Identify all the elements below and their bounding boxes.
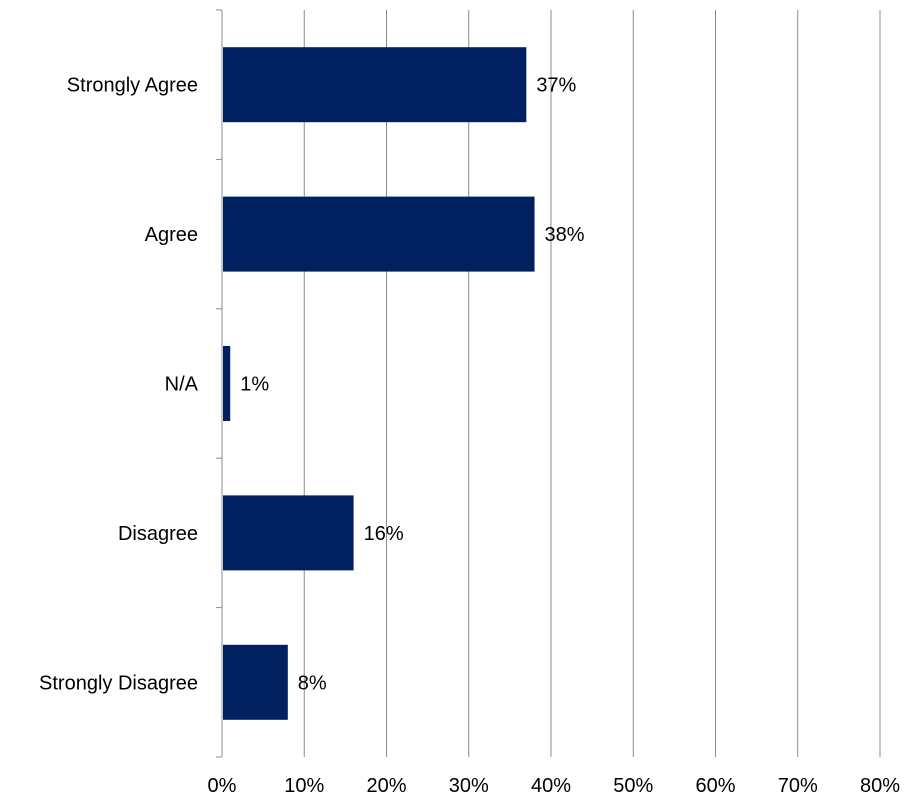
data-label: 16% bbox=[364, 523, 404, 545]
x-tick-label: 50% bbox=[613, 775, 653, 797]
labels: 0% 10% 20% 30% 40% 50% 60% 70% 80% Strongly Agree… bbox=[39, 75, 900, 797]
bars bbox=[223, 47, 535, 720]
x-tick-label: 10% bbox=[284, 775, 324, 797]
category-label: Strongly Agree bbox=[67, 75, 198, 97]
x-tick-label: 40% bbox=[531, 775, 571, 797]
data-label: 8% bbox=[298, 672, 327, 694]
bar bbox=[223, 346, 231, 421]
bar bbox=[223, 47, 527, 123]
x-tick-label: 60% bbox=[695, 775, 735, 797]
data-label: 38% bbox=[545, 224, 585, 246]
x-tick-label: 0% bbox=[208, 775, 237, 797]
data-label: 1% bbox=[240, 374, 269, 396]
gridlines bbox=[216, 9, 881, 758]
bar bbox=[223, 495, 354, 571]
category-label: Strongly Disagree bbox=[39, 672, 198, 694]
bar bbox=[223, 196, 535, 272]
category-label: Agree bbox=[145, 224, 198, 246]
x-tick-label: 80% bbox=[860, 775, 900, 797]
bar bbox=[223, 644, 288, 720]
data-label: 37% bbox=[536, 75, 576, 97]
category-label: Disagree bbox=[118, 523, 198, 545]
category-label: N/A bbox=[165, 374, 199, 396]
x-tick-label: 70% bbox=[778, 775, 818, 797]
x-tick-label: 20% bbox=[366, 775, 406, 797]
x-tick-label: 30% bbox=[449, 775, 489, 797]
